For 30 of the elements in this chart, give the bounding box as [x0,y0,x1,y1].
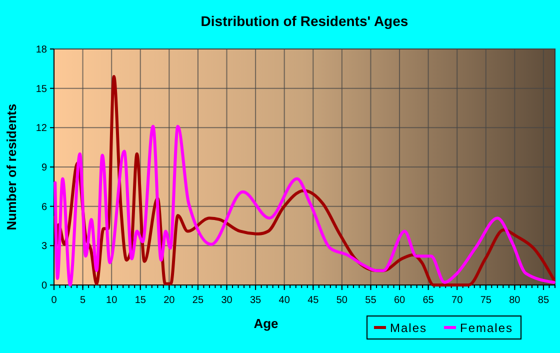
x-tick-label: 55 [365,295,377,306]
x-tick-label: 75 [480,295,492,306]
x-tick-label: 80 [509,295,521,306]
y-tick-label: 15 [36,84,48,95]
x-axis-title: Age [254,316,278,331]
x-tick-label: 15 [134,295,146,306]
x-tick-label: 25 [192,295,204,306]
y-axis-title: Number of residents [4,104,19,230]
y-tick-label: 0 [41,280,48,292]
y-tick-label: 9 [41,162,48,174]
x-tick-label: 85 [538,295,550,306]
x-tick-label: 35 [250,295,262,306]
y-tick-label: 12 [36,123,48,134]
x-tick-label: 65 [422,295,434,306]
x-tick-label: 20 [164,295,176,306]
x-tick-label: 60 [394,295,406,306]
y-tick-label: 6 [41,202,48,213]
x-tick-label: 30 [221,295,233,306]
x-tick-label: 70 [452,295,464,306]
legend-label: Females [460,321,514,335]
chart-title: Distribution of Residents' Ages [200,13,408,29]
x-tick-label: 45 [308,295,320,306]
x-tick-label: 0 [51,295,58,306]
y-tick-label: 3 [41,241,48,252]
x-tick-label: 40 [278,295,290,306]
legend-label: Males [390,321,428,335]
x-tick-label: 5 [80,295,86,306]
x-tick-label: 10 [106,295,118,306]
y-tick-label: 18 [36,44,48,56]
x-tick-label: 50 [336,295,348,306]
